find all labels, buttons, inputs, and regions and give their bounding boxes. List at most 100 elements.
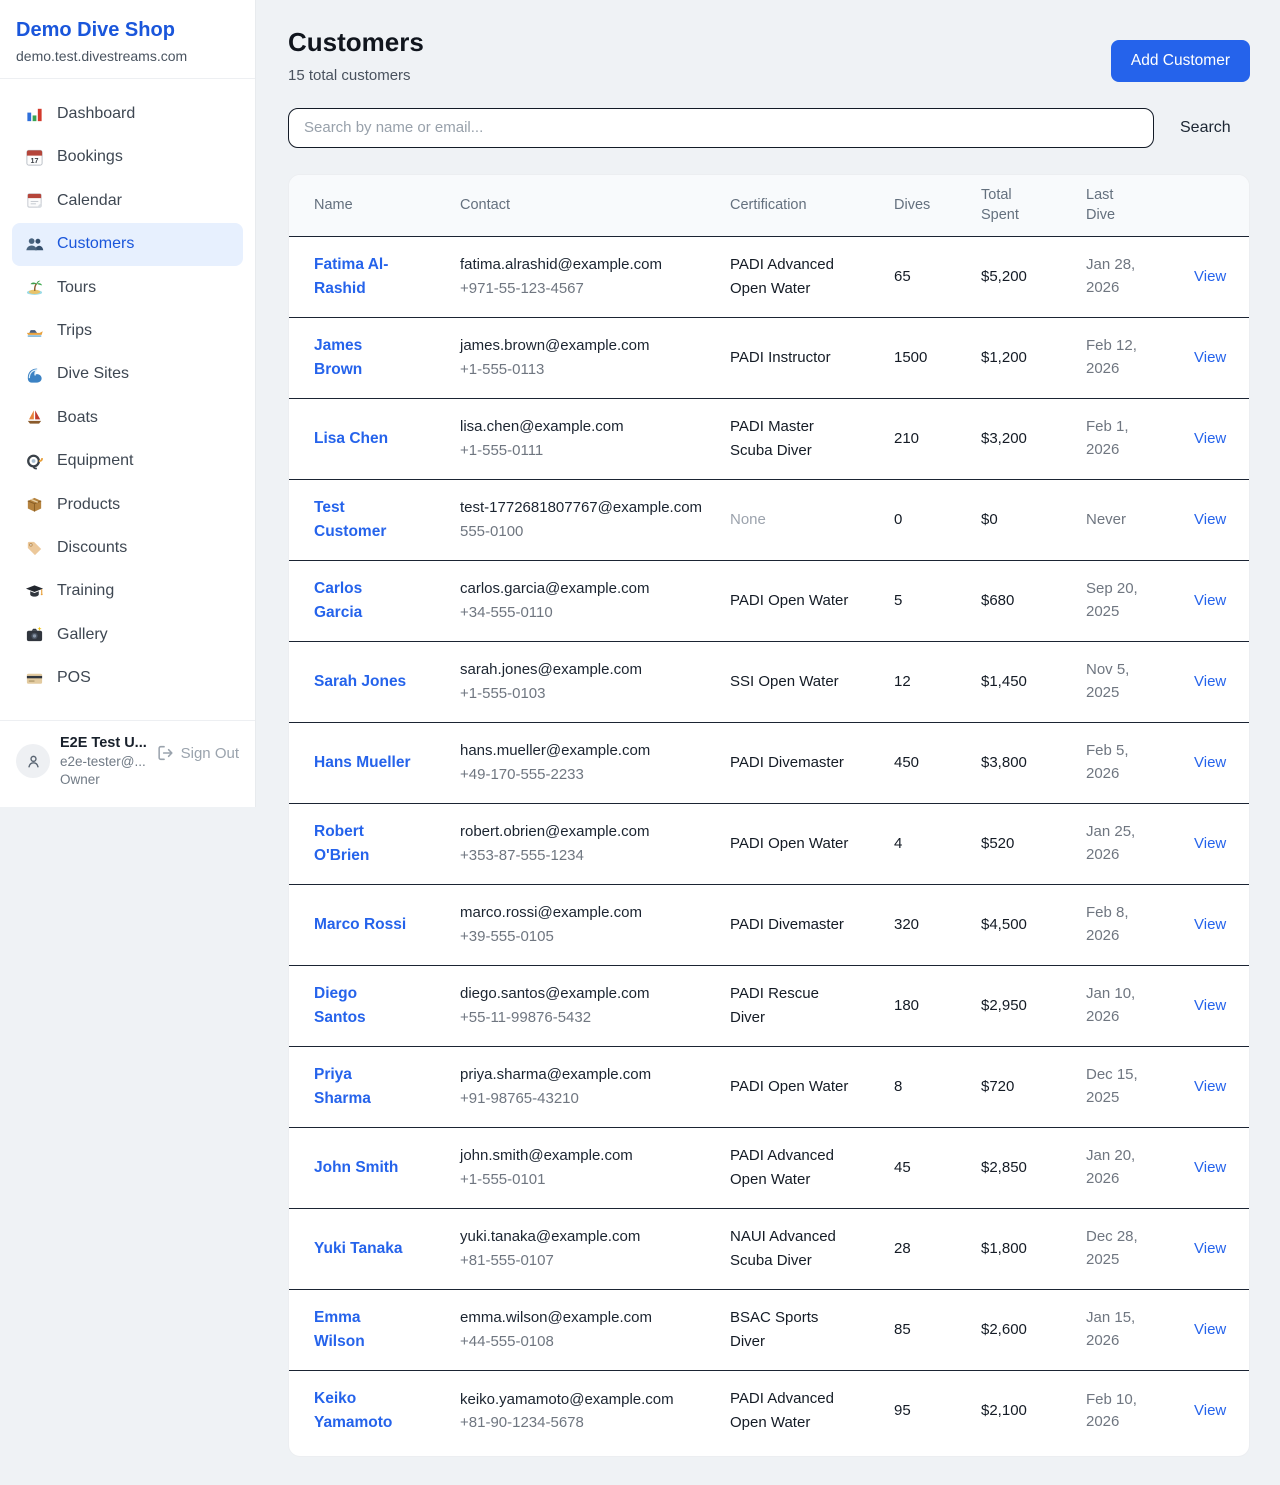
svg-text:17: 17 [30, 157, 38, 165]
view-link[interactable]: View [1194, 591, 1227, 609]
customer-name-link[interactable]: Yuki Tanaka [314, 1239, 403, 1257]
customer-email: test-1772681807767@example.com [460, 499, 703, 517]
last-dive-date: Jan 10, 2026 [1086, 985, 1136, 1025]
customer-name-link[interactable]: James Brown [314, 336, 363, 378]
certification: PADI Divemaster [730, 915, 844, 933]
customer-name-link[interactable]: Emma Wilson [314, 1308, 365, 1350]
view-link[interactable]: View [1194, 915, 1227, 933]
total-spent: $720 [981, 1077, 1015, 1095]
user-name: E2E Test U... [60, 735, 147, 752]
sidebar-item-products[interactable]: Products [12, 484, 243, 526]
customer-email: robert.obrien@example.com [460, 823, 650, 841]
dives-count: 12 [894, 672, 911, 690]
dives-count: 45 [894, 1158, 911, 1176]
certification: PADI Rescue Diver [730, 984, 819, 1026]
view-link[interactable]: View [1194, 1402, 1227, 1420]
shop-header: Demo Dive Shop demo.test.divestreams.com [0, 0, 255, 79]
view-link[interactable]: View [1194, 1077, 1227, 1095]
sidebar-item-label: Bookings [57, 148, 123, 166]
last-dive-date: Jan 25, 2026 [1086, 823, 1136, 863]
view-link[interactable]: View [1194, 753, 1227, 771]
shop-name: Demo Dive Shop [16, 19, 175, 41]
sidebar-item-gallery[interactable]: Gallery [12, 614, 243, 656]
shop-domain: demo.test.divestreams.com [16, 48, 188, 64]
certification: PADI Divemaster [730, 753, 844, 771]
customer-name-link[interactable]: Lisa Chen [314, 429, 389, 447]
view-link[interactable]: View [1194, 1158, 1227, 1176]
customers-icon [24, 234, 44, 254]
sidebar-item-equipment[interactable]: Equipment [12, 440, 243, 482]
dive-mask-icon [24, 451, 44, 471]
table-row: Marco Rossi marco.rossi@example.com +39-… [289, 885, 1249, 966]
column-header-name: Name [314, 197, 353, 214]
bookings-calendar-icon: 17 [24, 148, 44, 168]
last-dive-date: Feb 8, 2026 [1086, 904, 1129, 944]
view-link[interactable]: View [1194, 996, 1227, 1014]
customer-name-link[interactable]: Keiko Yamamoto [314, 1390, 393, 1432]
sidebar: Demo Dive Shop demo.test.divestreams.com… [0, 0, 256, 808]
dives-count: 1500 [894, 348, 928, 366]
sidebar-item-pos[interactable]: POS [12, 657, 243, 699]
customer-name-link[interactable]: Carlos Garcia [314, 579, 363, 621]
sidebar-item-label: Products [57, 495, 121, 513]
customer-email: sarah.jones@example.com [460, 661, 642, 679]
sidebar-item-label: Trips [57, 321, 92, 339]
island-icon [24, 278, 44, 298]
last-dive-date: Nov 5, 2025 [1086, 661, 1130, 701]
view-link[interactable]: View [1194, 267, 1227, 285]
view-link[interactable]: View [1194, 834, 1227, 852]
view-link[interactable]: View [1194, 672, 1227, 690]
add-customer-button[interactable]: Add Customer [1110, 40, 1250, 82]
customer-name-link[interactable]: Diego Santos [314, 984, 366, 1026]
customer-phone: 555-0100 [460, 522, 524, 540]
sidebar-item-trips[interactable]: Trips [12, 310, 243, 352]
view-link[interactable]: View [1194, 429, 1227, 447]
column-header-certification: Certification [730, 197, 807, 214]
customer-name-link[interactable]: Priya Sharma [314, 1065, 371, 1107]
customer-email: marco.rossi@example.com [460, 904, 642, 922]
last-dive-date: Feb 12, 2026 [1086, 337, 1137, 377]
customer-phone: +39-555-0105 [460, 927, 554, 945]
sidebar-item-training[interactable]: Training [12, 570, 243, 612]
sidebar-item-bookings[interactable]: 17 Bookings [12, 136, 243, 178]
view-link[interactable]: View [1194, 348, 1227, 366]
search-input[interactable] [288, 107, 1154, 148]
certification: PADI Instructor [730, 348, 831, 366]
customer-email: keiko.yamamoto@example.com [460, 1390, 674, 1408]
sidebar-item-discounts[interactable]: Discounts [12, 527, 243, 569]
customer-name-link[interactable]: Hans Mueller [314, 753, 411, 771]
sidebar-item-label: POS [57, 669, 91, 687]
customer-name-link[interactable]: Robert O'Brien [314, 822, 370, 864]
sidebar-item-customers[interactable]: Customers [12, 223, 243, 266]
customer-name-link[interactable]: Test Customer [314, 498, 387, 540]
customer-phone: +1-555-0103 [460, 684, 546, 702]
sidebar-item-label: Discounts [57, 538, 128, 556]
customer-email: carlos.garcia@example.com [460, 580, 650, 598]
customer-name-link[interactable]: John Smith [314, 1158, 399, 1176]
sidebar-item-boats[interactable]: Boats [12, 397, 243, 439]
sign-out-button[interactable]: Sign Out [156, 744, 239, 762]
table-row: Carlos Garcia carlos.garcia@example.com … [289, 561, 1249, 642]
dives-count: 8 [894, 1077, 903, 1095]
customer-phone: +49-170-555-2233 [460, 765, 584, 783]
last-dive-date: Jan 15, 2026 [1086, 1309, 1136, 1349]
dives-count: 95 [894, 1402, 911, 1420]
table-row: Lisa Chen lisa.chen@example.com +1-555-0… [289, 399, 1249, 480]
table-row: Sarah Jones sarah.jones@example.com +1-5… [289, 642, 1249, 723]
sidebar-item-label: Training [57, 582, 115, 600]
customer-email: priya.sharma@example.com [460, 1066, 652, 1084]
search-button[interactable]: Search [1180, 118, 1231, 136]
view-link[interactable]: View [1194, 1239, 1227, 1257]
customer-name-link[interactable]: Fatima Al-Rashid [314, 255, 389, 297]
table-row: Emma Wilson emma.wilson@example.com +44-… [289, 1290, 1249, 1371]
sidebar-item-tours[interactable]: Tours [12, 267, 243, 309]
sidebar-item-dashboard[interactable]: Dashboard [12, 93, 243, 135]
column-header-total-spent: Total Spent [981, 187, 1019, 224]
customer-name-link[interactable]: Sarah Jones [314, 672, 407, 690]
customer-phone: +34-555-0110 [460, 603, 553, 621]
view-link[interactable]: View [1194, 510, 1227, 528]
sidebar-item-calendar[interactable]: Calendar [12, 180, 243, 222]
sidebar-item-dive-sites[interactable]: Dive Sites [12, 353, 243, 395]
view-link[interactable]: View [1194, 1320, 1227, 1338]
customer-name-link[interactable]: Marco Rossi [314, 915, 407, 933]
